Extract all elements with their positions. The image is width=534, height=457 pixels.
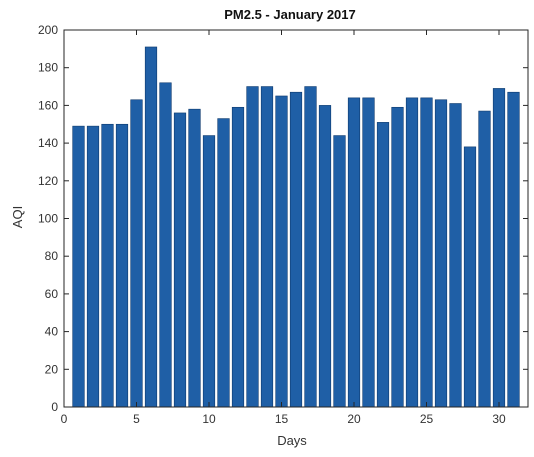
- bar-day-14: [260, 86, 274, 408]
- y-tick-label: 120: [38, 174, 58, 188]
- x-tick-label: 15: [275, 412, 289, 426]
- bar-day-3: [101, 123, 114, 408]
- y-tick-label: 20: [45, 362, 59, 376]
- plot-area: 0 5 10 15 20 25 30 0 20 40 60 80 100 120 140 160 180 200: [38, 23, 529, 426]
- bar-day-4: [115, 123, 129, 408]
- x-axis-label: Days: [277, 433, 307, 448]
- bar-day-30: [492, 88, 506, 408]
- bar-day-1: [72, 125, 85, 408]
- bar-day-12: [231, 106, 245, 408]
- y-tick-label: 40: [45, 325, 59, 339]
- y-tick-label: 200: [38, 23, 58, 37]
- y-tick-label: 100: [38, 212, 58, 226]
- bar-day-21: [362, 97, 375, 408]
- x-tick-label: 20: [347, 412, 361, 426]
- bar-day-25: [420, 97, 433, 408]
- bar-day-6: [144, 46, 158, 408]
- bar-day-16: [289, 91, 303, 408]
- bar-day-10: [202, 135, 216, 408]
- bar-day-22: [376, 122, 390, 408]
- y-tick-label: 0: [51, 400, 58, 414]
- y-tick-label: 180: [38, 61, 58, 75]
- bar-day-11: [217, 118, 230, 408]
- bar-day-2: [86, 125, 100, 408]
- bar-day-29: [478, 110, 491, 408]
- x-tick-label: 5: [133, 412, 140, 426]
- y-tick-label: 160: [38, 98, 58, 112]
- bar-day-18: [318, 105, 332, 408]
- chart-title: PM2.5 - January 2017: [224, 7, 356, 22]
- y-tick-label: 140: [38, 136, 58, 150]
- x-tick-label: 25: [420, 412, 434, 426]
- bar-day-9: [188, 108, 201, 408]
- bar-day-7: [159, 82, 172, 408]
- bar-day-23: [391, 106, 404, 408]
- x-tick-label: 10: [202, 412, 216, 426]
- bar-day-20: [347, 97, 361, 408]
- bar-day-24: [405, 97, 419, 408]
- y-tick-label: 80: [45, 249, 59, 263]
- bar-day-28: [463, 146, 477, 408]
- bar-day-17: [304, 86, 317, 408]
- bar-day-8: [173, 112, 187, 408]
- bar-day-5: [130, 99, 143, 408]
- bar-day-13: [246, 86, 259, 408]
- y-tick-label: 60: [45, 287, 59, 301]
- x-tick-label: 0: [61, 412, 68, 426]
- bar-day-26: [434, 99, 448, 408]
- y-axis-label: AQI: [10, 206, 25, 228]
- bar-day-19: [333, 135, 346, 408]
- x-tick-label: 30: [492, 412, 506, 426]
- bar-day-31: [507, 91, 520, 408]
- bar-day-27: [449, 103, 462, 408]
- bar-day-15: [275, 95, 288, 408]
